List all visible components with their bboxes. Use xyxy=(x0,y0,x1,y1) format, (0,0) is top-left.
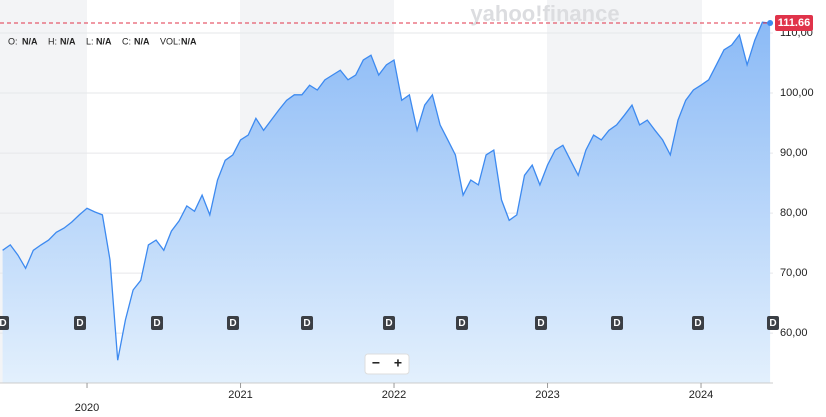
y-tick-label: 70,00 xyxy=(780,267,808,279)
y-tick-label: 100,00 xyxy=(780,87,814,99)
watermark: yahoo!finance xyxy=(470,1,619,26)
ohlc-value: N/A xyxy=(22,36,38,46)
ohlc-label: O: xyxy=(8,36,18,46)
x-tick-label: 2021 xyxy=(228,389,252,401)
ohlc-value: N/A xyxy=(60,36,76,46)
dividend-box xyxy=(383,316,395,330)
zoom-out[interactable]: − xyxy=(372,355,380,371)
ohlc-label: C: xyxy=(122,36,131,46)
dividend-box xyxy=(301,316,313,330)
zoom-in[interactable]: + xyxy=(394,355,402,371)
line xyxy=(2,21,771,361)
last-price-badge xyxy=(775,15,813,32)
dividend-label: D xyxy=(153,318,160,329)
dividend-box xyxy=(692,316,704,330)
dividend-label: D xyxy=(303,318,310,329)
dividend-label: D xyxy=(0,318,7,329)
zoom-controls: − + xyxy=(364,353,410,375)
zoom-box xyxy=(364,353,410,375)
dividend-label: D xyxy=(537,318,544,329)
ohlc-label: VOL: xyxy=(160,36,181,46)
dividend-label: D xyxy=(229,318,236,329)
dividend-box xyxy=(611,316,623,330)
dividend-label: D xyxy=(76,318,83,329)
dividend-label: D xyxy=(769,318,776,329)
ohlc-value: N/A xyxy=(134,36,150,46)
dividend-label: D xyxy=(385,318,392,329)
dividend-label: D xyxy=(694,318,701,329)
dividend-label: D xyxy=(458,318,465,329)
y-tick-label: 80,00 xyxy=(780,207,808,219)
dividend-box xyxy=(74,316,86,330)
y-tick-label: 90,00 xyxy=(780,147,808,159)
x-tick-label: 2023 xyxy=(535,389,559,401)
area xyxy=(2,22,771,383)
x-tick-label: 2024 xyxy=(689,389,713,401)
ohlc-legend: O: N/A H: N/A L: N/A C: N/A VOL: N/A xyxy=(8,36,197,46)
dividend-box xyxy=(0,316,9,330)
dividend-box xyxy=(535,316,547,330)
y-tick-label: 60,00 xyxy=(780,327,808,339)
dividend-box xyxy=(227,316,239,330)
ohlc-value: N/A xyxy=(181,36,197,46)
last-point xyxy=(767,20,774,27)
x-tick-label: 2020 xyxy=(75,402,99,414)
x-tick-label: 2022 xyxy=(382,389,406,401)
dividend-box xyxy=(151,316,163,330)
dividend-box xyxy=(456,316,468,330)
ohlc-label: H: xyxy=(48,36,57,46)
last-price-label: 111.66 xyxy=(778,17,810,29)
dividend-label: D xyxy=(613,318,620,329)
ohlc-value: N/A xyxy=(96,36,112,46)
dividend-box xyxy=(767,316,779,330)
ohlc-label: L: xyxy=(86,36,94,46)
